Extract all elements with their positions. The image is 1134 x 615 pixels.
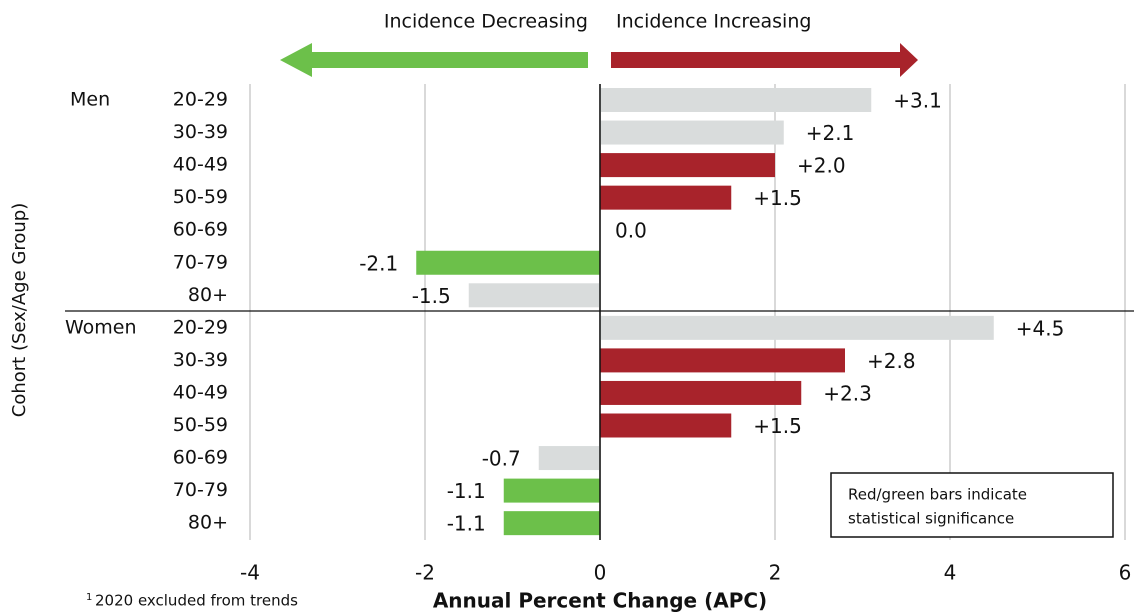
value-label: +2.8 [867, 349, 916, 373]
y-tick-label: 40-49 [173, 154, 228, 176]
bars: Men 20-29 +3.1 30-39 +2.1 40-49 +2.0 50-59 +1.5 6… [65, 84, 1064, 540]
value-label: +3.1 [893, 89, 942, 113]
decrease-arrow [280, 43, 588, 77]
y-tick-label: 40-49 [173, 381, 228, 403]
y-tick-label: 80+ [188, 284, 228, 306]
bar [600, 153, 775, 178]
value-label: +4.5 [1016, 316, 1065, 340]
value-label: +1.5 [753, 414, 802, 438]
y-tick-label: 30-39 [173, 349, 228, 371]
y-tick-label: 50-59 [173, 414, 228, 436]
value-label: +2.0 [797, 154, 846, 178]
value-label: +1.5 [753, 186, 802, 210]
x-axis-label: Annual Percent Change (APC) [433, 589, 767, 613]
note-box [830, 472, 1114, 538]
value-label: 0.0 [615, 219, 647, 243]
y-tick-label: 60-69 [173, 447, 228, 469]
value-label: -2.1 [359, 251, 398, 275]
x-tick-label: -4 [240, 561, 260, 585]
note-line: Red/green bars indicate [848, 486, 1027, 504]
group-label: Women [65, 316, 137, 338]
y-tick-label: 30-39 [173, 121, 228, 143]
bar [538, 446, 600, 471]
bar [503, 478, 600, 503]
note-line: statistical significance [848, 510, 1014, 528]
bar [600, 88, 872, 112]
y-tick-label: 60-69 [173, 219, 228, 241]
bar [600, 413, 732, 438]
x-tick-label: 2 [769, 561, 782, 585]
y-tick-label: 70-79 [173, 251, 228, 273]
footnote: 2020 excluded from trends [95, 592, 298, 610]
x-tick-label: 0 [594, 561, 607, 585]
x-tick-label: -2 [415, 561, 435, 585]
bar [503, 511, 600, 536]
footnote-marker: 1 [86, 592, 92, 603]
value-label: -1.1 [447, 512, 486, 536]
value-label: -1.5 [412, 284, 451, 308]
bar [600, 120, 784, 145]
y-axis-label: Cohort (Sex/Age Group) [9, 203, 30, 417]
value-label: +2.1 [806, 121, 855, 145]
value-label: -1.1 [447, 479, 486, 503]
bar [600, 348, 845, 373]
bar [468, 283, 600, 308]
y-tick-label: 70-79 [173, 479, 228, 501]
bar [600, 185, 732, 210]
x-tick-label: 4 [944, 561, 957, 585]
arrow-right-label: Incidence Increasing [616, 11, 811, 33]
value-label: -0.7 [482, 447, 521, 471]
y-tick-label: 20-29 [173, 316, 228, 338]
group-label: Men [70, 89, 110, 111]
value-label: +2.3 [823, 381, 872, 405]
y-tick-label: 50-59 [173, 186, 228, 208]
bar [600, 315, 994, 340]
increase-arrow [611, 43, 918, 77]
bar [600, 380, 802, 405]
y-tick-label: 20-29 [173, 89, 228, 111]
bar [416, 250, 600, 275]
y-tick-label: 80+ [188, 512, 228, 534]
x-tick-label: 6 [1119, 561, 1132, 585]
arrow-left-label: Incidence Decreasing [384, 11, 588, 33]
